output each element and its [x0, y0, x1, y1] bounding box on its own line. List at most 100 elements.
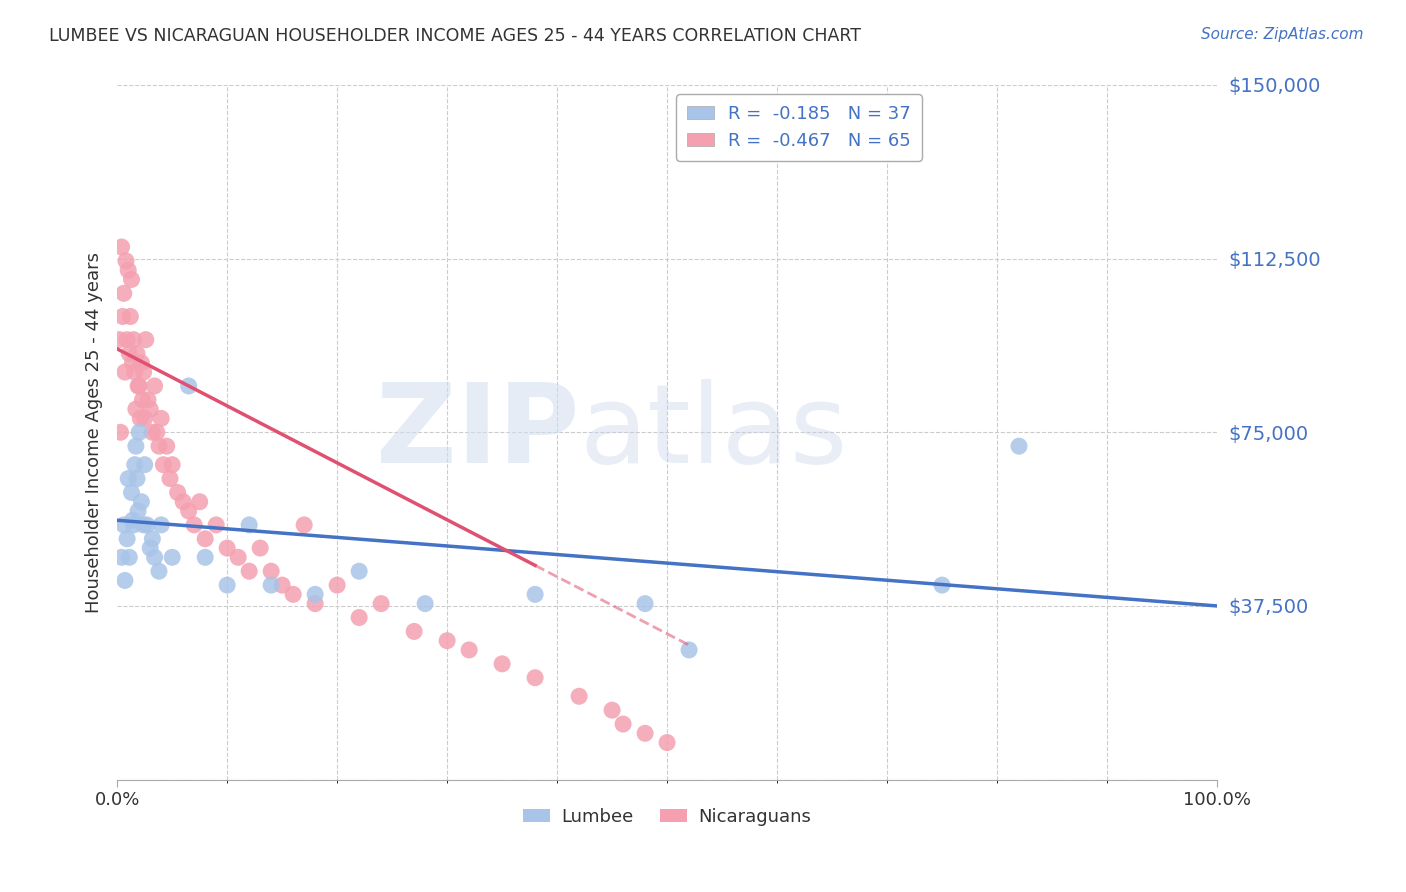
Point: [238, 517, 260, 532]
Point: [115, 333, 138, 347]
Point: [370, 597, 392, 611]
Point: [146, 425, 169, 440]
Point: [141, 425, 163, 440]
Point: [600, 703, 623, 717]
Point: [112, 517, 135, 532]
Point: [129, 411, 152, 425]
Point: [156, 439, 179, 453]
Point: [127, 379, 149, 393]
Point: [128, 425, 150, 440]
Point: [413, 597, 436, 611]
Point: [194, 550, 217, 565]
Point: [110, 240, 132, 254]
Point: [326, 578, 349, 592]
Point: [931, 578, 953, 592]
Point: [404, 624, 426, 639]
Point: [122, 517, 145, 532]
Point: [238, 564, 260, 578]
Point: [160, 550, 183, 565]
Point: [117, 472, 139, 486]
Point: [568, 690, 591, 704]
Point: [524, 587, 547, 601]
Point: [1008, 439, 1031, 453]
Point: [143, 379, 166, 393]
Point: [114, 365, 136, 379]
Point: [110, 425, 132, 440]
Y-axis label: Householder Income Ages 25 - 44 years: Householder Income Ages 25 - 44 years: [86, 252, 103, 613]
Point: [125, 402, 148, 417]
Point: [160, 458, 183, 472]
Point: [120, 310, 142, 324]
Point: [139, 402, 162, 417]
Point: [172, 494, 194, 508]
Point: [110, 550, 132, 565]
Point: [108, 333, 131, 347]
Point: [655, 735, 678, 749]
Point: [166, 485, 188, 500]
Point: [217, 541, 239, 555]
Point: [115, 254, 138, 268]
Point: [150, 411, 173, 425]
Point: [118, 550, 141, 565]
Point: [114, 574, 136, 588]
Point: [491, 657, 513, 671]
Point: [271, 578, 294, 592]
Text: ZIP: ZIP: [375, 379, 579, 486]
Point: [131, 392, 153, 407]
Point: [121, 485, 143, 500]
Point: [121, 272, 143, 286]
Point: [183, 517, 205, 532]
Point: [152, 458, 174, 472]
Point: [139, 541, 162, 555]
Point: [205, 517, 228, 532]
Point: [132, 517, 155, 532]
Text: atlas: atlas: [579, 379, 848, 486]
Point: [125, 472, 148, 486]
Point: [194, 532, 217, 546]
Point: [226, 550, 249, 565]
Point: [436, 633, 458, 648]
Point: [127, 504, 149, 518]
Point: [148, 564, 170, 578]
Point: [159, 472, 181, 486]
Point: [125, 439, 148, 453]
Text: LUMBEE VS NICARAGUAN HOUSEHOLDER INCOME AGES 25 - 44 YEARS CORRELATION CHART: LUMBEE VS NICARAGUAN HOUSEHOLDER INCOME …: [49, 27, 862, 45]
Point: [524, 671, 547, 685]
Point: [217, 578, 239, 592]
Point: [292, 517, 315, 532]
Point: [134, 411, 156, 425]
Point: [141, 532, 163, 546]
Point: [128, 379, 150, 393]
Point: [347, 610, 370, 624]
Point: [260, 578, 283, 592]
Point: [458, 643, 481, 657]
Point: [112, 286, 135, 301]
Point: [188, 494, 211, 508]
Point: [634, 726, 657, 740]
Point: [304, 587, 326, 601]
Text: Source: ZipAtlas.com: Source: ZipAtlas.com: [1201, 27, 1364, 42]
Point: [124, 365, 146, 379]
Point: [111, 310, 134, 324]
Point: [347, 564, 370, 578]
Point: [136, 392, 159, 407]
Point: [634, 597, 657, 611]
Point: [124, 458, 146, 472]
Point: [612, 717, 634, 731]
Point: [260, 564, 283, 578]
Point: [121, 356, 143, 370]
Point: [117, 263, 139, 277]
Point: [150, 517, 173, 532]
Point: [122, 333, 145, 347]
Point: [283, 587, 305, 601]
Point: [131, 356, 153, 370]
Point: [143, 550, 166, 565]
Point: [115, 532, 138, 546]
Point: [678, 643, 700, 657]
Point: [148, 439, 170, 453]
Point: [249, 541, 271, 555]
Point: [304, 597, 326, 611]
Point: [118, 346, 141, 360]
Point: [135, 333, 157, 347]
Point: [125, 346, 148, 360]
